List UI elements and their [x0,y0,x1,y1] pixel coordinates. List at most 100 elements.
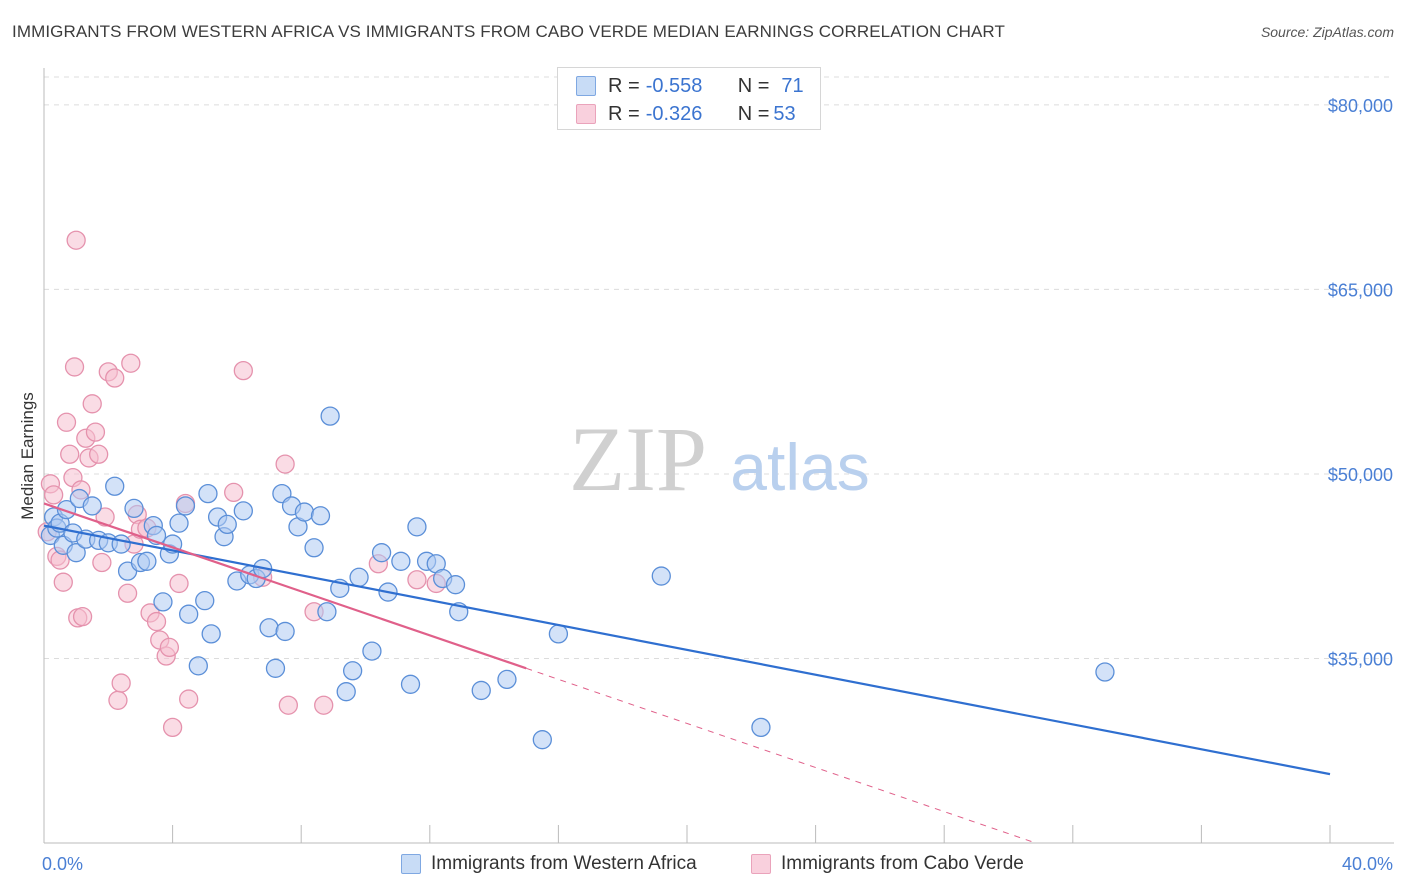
western-africa-point [497,669,517,690]
cabo-verde-point [224,482,244,503]
western-africa-point [198,483,218,504]
legend-row-cabo-verde: R = -0.326 N = 53 [576,101,796,127]
western-africa-point [188,656,208,676]
watermark: ZIP atlas [569,408,870,510]
western-africa-point [407,517,427,537]
watermark-atlas: atlas [730,430,869,504]
western-africa-point [304,538,324,558]
legend-n-value: 53 [773,102,796,125]
cabo-verde-point [162,717,183,738]
bottom-legend-swatch-blue [401,854,421,874]
axis-labels: $35,000 $50,000 $65,000 $80,000 0.0% 40.0% Med… [18,96,1393,874]
western-africa-point [391,551,411,571]
western-africa-point [320,406,340,426]
western-africa-point [265,658,286,678]
western-africa-point [195,591,215,611]
legend-r-label: R = [608,102,640,125]
cabo-verde-points [37,230,446,738]
western-africa-point [445,575,466,595]
cabo-verde-trend-line [43,502,527,670]
western-africa-point [217,514,237,535]
cabo-verde-point [179,689,199,709]
cabo-verde-point [275,454,295,474]
cabo-verde-point [108,690,128,710]
bottom-legend-label: Immigrants from Western Africa [431,853,697,874]
cabo-verde-point [43,485,64,505]
cabo-verde-point [278,695,298,715]
cabo-verde-point [82,394,102,414]
cabo-verde-point [60,444,80,464]
legend-r-value: -0.558 [645,74,703,97]
cabo-verde-point [233,360,253,381]
western-africa-point [342,661,363,681]
y-tick-label: $35,000 [1328,649,1393,669]
cabo-verde-point [89,444,109,464]
western-africa-point [82,496,102,516]
cabo-verde-point [169,573,189,594]
cabo-verde-point [56,412,77,432]
cabo-verde-point [407,570,427,590]
chart-title: IMMIGRANTS FROM WESTERN AFRICA VS IMMIGR… [12,22,1005,41]
western-africa-point [66,543,86,563]
western-africa-point [275,621,295,642]
western-africa-point [317,602,337,622]
western-africa-point [169,513,189,533]
western-africa-point [751,717,771,738]
western-africa-point [259,618,279,638]
western-africa-point [294,502,315,522]
western-africa-point [349,567,369,587]
cabo-verde-point [146,611,167,632]
cabo-verde-point [117,583,138,603]
y-tick-label: $50,000 [1328,465,1393,485]
western-africa-point [179,604,199,624]
western-africa-point [105,476,125,496]
cabo-verde-point [66,230,86,250]
western-africa-point [56,499,77,520]
cabo-verde-point [111,673,131,693]
legend-swatch-blue [576,76,596,96]
x-tick-label: 0.0% [42,854,83,874]
western-africa-point [124,498,144,519]
western-africa-point [532,730,552,750]
western-africa-trend-line [43,524,1331,776]
cabo-verde-point [159,637,180,658]
bottom-legend-label: Immigrants from Cabo Verde [781,853,1024,874]
cabo-verde-point [314,695,334,715]
legend-swatch-pink [576,104,596,124]
western-africa-point [400,674,421,694]
y-tick-label: $65,000 [1328,280,1393,300]
western-africa-point [651,566,671,586]
legend-row-western-africa: R = -0.558 N = 71 [576,73,804,99]
cabo-verde-point [105,368,125,388]
legend-n-label: N = [737,74,770,97]
western-africa-point [175,496,196,516]
western-africa-point [548,624,569,644]
cabo-verde-point [64,357,85,377]
western-africa-point [201,624,221,644]
legend-r-label: R = [608,74,640,97]
western-africa-points [40,406,1115,750]
bottom-legend-swatch-pink [751,854,771,874]
correlation-legend: R = -0.558 N = 71 R = -0.326 N = 53 [557,67,821,130]
y-axis-title: Median Earnings [18,392,37,520]
western-africa-point [137,551,157,571]
western-africa-point [362,641,382,661]
cabo-verde-point [92,552,112,573]
cabo-verde-point [95,507,115,527]
western-africa-point [111,534,131,554]
watermark-zip: ZIP [569,408,707,510]
cabo-verde-point [53,572,73,592]
x-tick-label: 40.0% [1342,854,1393,874]
y-tick-label: $80,000 [1328,96,1393,116]
bottom-legend-cabo-verde[interactable]: Immigrants from Cabo Verde [751,852,1024,876]
cabo-verde-trend-line [526,667,1036,844]
western-africa-point [1095,662,1115,682]
bottom-legend-western-africa[interactable]: Immigrants from Western Africa [401,852,697,876]
legend-r-value: -0.326 [645,102,703,125]
cabo-verde-point [85,422,106,442]
cabo-verde-point [72,607,93,627]
legend-n-label: N = [737,102,770,125]
legend-n-value: 71 [781,74,804,97]
western-africa-point [153,592,173,612]
